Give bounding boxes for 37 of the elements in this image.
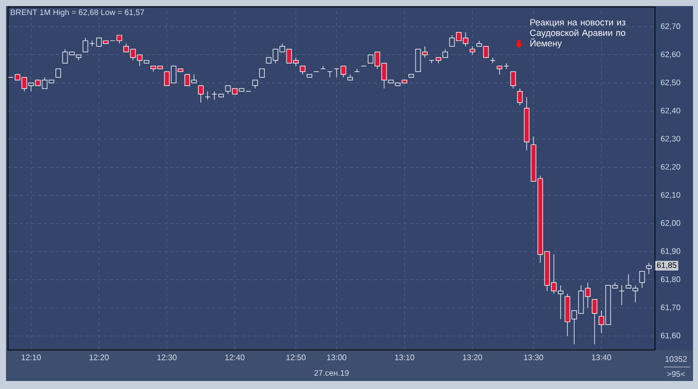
x-tick-label: 12:20 [90, 354, 109, 360]
y-tick-label: 62,00 [660, 220, 680, 227]
y-tick-label: 62,60 [660, 51, 680, 58]
x-tick-label: 13:20 [462, 354, 482, 360]
candlestick [517, 88, 523, 106]
y-tick-label: 61,90 [660, 248, 680, 255]
annotation: Реакция на новости из Саудовской Аравии по Йемену [530, 19, 626, 48]
x-tick-label: 13:00 [327, 354, 346, 360]
chart-title: BRENT 1M High = 62,68 Low = 61,57 [10, 9, 144, 17]
candlestick [320, 66, 326, 70]
x-axis-title: 27.сен.19 [314, 370, 349, 376]
x-tick-label: 12:50 [286, 354, 306, 360]
y-tick-label: 62,70 [660, 23, 680, 30]
x-tick-label: 12:40 [225, 354, 244, 360]
y-tick-label: 61,60 [660, 332, 680, 340]
annotation: 61,85 [657, 262, 676, 269]
y-tick-label: 62,20 [660, 164, 680, 171]
y-tick-label: 62,30 [660, 136, 680, 142]
y-tick-label: 62,50 [660, 80, 680, 86]
candlestick [354, 68, 360, 72]
candlestick [510, 71, 516, 89]
y-tick-label: 61,80 [660, 276, 680, 284]
candlestick [592, 299, 598, 345]
candlestick [198, 85, 204, 103]
x-tick-label: 13:10 [395, 354, 414, 360]
candlestick [618, 285, 624, 306]
candlestick [646, 262, 652, 274]
text: >95< [667, 371, 685, 377]
y-tick-label: 61,70 [660, 304, 680, 312]
y-tick-label: 62,10 [660, 192, 680, 199]
x-tick-label: 12:10 [22, 354, 41, 360]
candlestick [639, 270, 645, 288]
y-tick-label: 62,40 [660, 108, 680, 114]
text: 10352 [665, 356, 687, 362]
x-tick-label: 13:40 [592, 354, 612, 360]
x-tick-label: 13:30 [524, 354, 544, 360]
x-tick-label: 12:30 [157, 354, 177, 360]
